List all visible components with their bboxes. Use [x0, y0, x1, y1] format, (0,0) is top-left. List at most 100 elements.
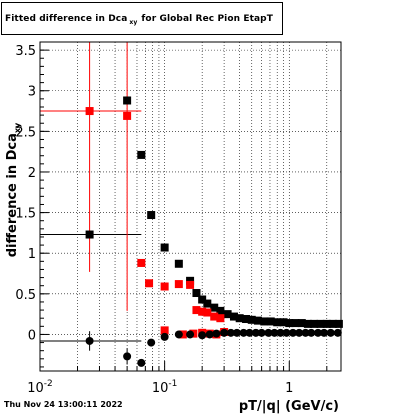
data-point-circle: [147, 338, 156, 347]
data-point-circle: [301, 328, 310, 337]
plot-title: Fitted difference in Dca xy for Global Rec…: [5, 14, 273, 26]
plot-frame: [39, 41, 342, 372]
data-point-circle: [295, 328, 304, 337]
data-point-circle: [226, 328, 235, 337]
data-point-circle: [257, 328, 266, 337]
data-point-circle: [174, 330, 183, 339]
y-tick-label: 2.5: [15, 125, 36, 140]
y-tick-label: 1.5: [15, 207, 36, 222]
y-tick-label: 3.5: [15, 44, 36, 59]
timestamp-footer: Thu Nov 24 13:00:11 2022: [4, 400, 123, 409]
data-point-circle: [245, 328, 254, 337]
data-point-circle: [326, 328, 335, 337]
data-point-circle: [288, 328, 297, 337]
data-point-square: [198, 295, 207, 304]
x-tick-label: 10-1: [152, 379, 178, 396]
data-point-circle: [198, 331, 207, 340]
data-point-circle: [123, 352, 132, 361]
data-point-square: [303, 319, 312, 328]
data-markers: [85, 96, 343, 367]
y-tick-label: 1: [28, 247, 36, 262]
data-point-square: [192, 306, 201, 315]
tick-labels: 00.511.522.533.510-2 10-1 1: [15, 44, 293, 396]
data-point-square: [247, 315, 256, 324]
data-point-square: [229, 312, 238, 321]
data-point-square: [210, 312, 219, 321]
data-point-square: [160, 282, 169, 291]
data-point-circle: [314, 328, 323, 337]
grid-lines: [40, 42, 341, 371]
data-point-square: [137, 258, 146, 267]
data-point-circle: [160, 332, 169, 341]
data-point-square: [160, 243, 169, 252]
title-main: Fitted difference in Dca: [5, 14, 128, 24]
x-tick-exponent: -2: [44, 379, 53, 389]
data-point-circle: [205, 330, 214, 339]
y-tick-label: 0: [28, 328, 36, 343]
data-point-circle: [220, 328, 229, 337]
x-tick-base: 1: [285, 381, 293, 396]
data-point-circle: [276, 328, 285, 337]
data-point-circle: [137, 358, 146, 367]
data-point-square: [285, 319, 294, 328]
data-point-square: [123, 111, 132, 120]
data-point-square: [235, 314, 244, 323]
data-point-square: [266, 317, 275, 326]
data-point-square: [192, 289, 201, 298]
y-tick-label: 0.5: [15, 288, 36, 303]
data-point-square: [145, 279, 154, 288]
data-point-square: [174, 280, 183, 289]
data-point-square: [253, 316, 262, 325]
plot-title-box: Fitted difference in Dca xy for Global Rec…: [1, 2, 283, 35]
data-point-circle: [264, 328, 273, 337]
data-point-square: [174, 259, 183, 268]
data-point-square: [198, 307, 207, 316]
error-bars: [40, 42, 142, 365]
data-point-square: [328, 319, 337, 328]
x-axis-label: pT/|q| (GeV/c): [239, 399, 339, 414]
data-point-square: [85, 107, 94, 116]
data-point-square: [186, 276, 195, 285]
title-rest: for Global Rec Pion EtapT: [141, 14, 273, 24]
y-axis-label: difference in Dcaxy: [5, 122, 22, 257]
data-point-circle: [251, 328, 260, 337]
x-tick-base: 10: [27, 381, 44, 396]
data-point-square: [260, 317, 269, 326]
data-point-square: [178, 330, 187, 339]
data-point-square: [160, 326, 169, 335]
data-point-circle: [307, 328, 316, 337]
data-point-square: [147, 211, 156, 220]
data-point-circle: [320, 328, 329, 337]
y-tick-label: 2: [28, 166, 36, 181]
data-point-square: [291, 319, 300, 328]
data-point-square: [210, 303, 219, 312]
y-tick-label: 3: [28, 85, 36, 100]
data-point-circle: [239, 328, 248, 337]
data-point-square: [137, 150, 146, 159]
data-point-square: [216, 306, 225, 315]
data-point-square: [279, 318, 288, 327]
axis-ticks: [39, 49, 328, 371]
data-point-circle: [212, 329, 221, 338]
data-point-circle: [85, 336, 94, 345]
data-point-square: [310, 319, 319, 328]
data-point-circle: [186, 330, 195, 339]
data-point-square: [223, 310, 232, 319]
x-tick-label: 10-2: [27, 379, 53, 396]
data-point-circle: [333, 328, 342, 337]
data-point-square: [186, 280, 195, 289]
title-subscript: xy: [129, 19, 138, 26]
data-point-square: [297, 319, 306, 328]
data-point-square: [273, 318, 282, 327]
x-tick-exponent: -1: [168, 379, 177, 389]
x-tick-base: 10: [152, 381, 169, 396]
data-point-square: [123, 96, 132, 105]
y-label-main: difference in Dca: [5, 133, 20, 257]
data-point-square: [216, 314, 225, 323]
x-tick-label: 1: [285, 381, 293, 396]
data-point-square: [322, 319, 331, 328]
y-label-subscript: xy: [13, 122, 22, 133]
data-point-circle: [282, 328, 291, 337]
data-point-circle: [270, 328, 279, 337]
